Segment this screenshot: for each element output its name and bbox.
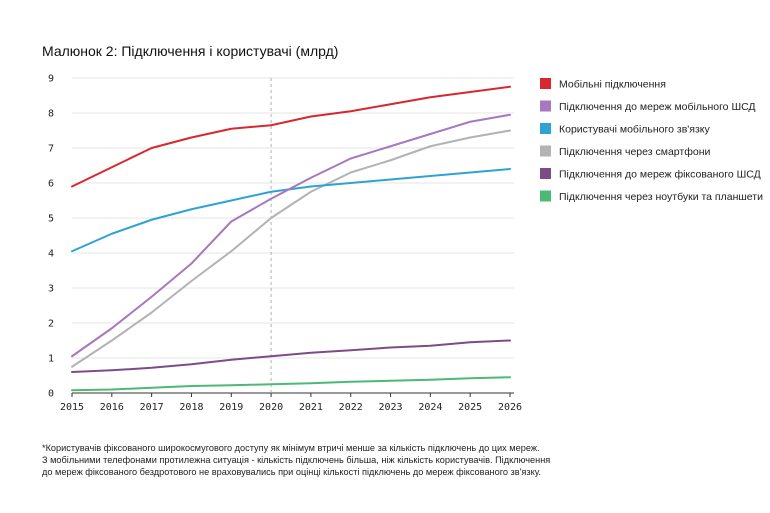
legend-label-2: Підключення до мереж мобільного ШСД [559,101,756,113]
x-tick-label-2016: 2016 [100,402,124,413]
y-tick-label-1: 1 [48,354,54,365]
legend-label-3: Користувачі мобільного зв'язку [559,124,710,136]
x-tick-label-2017: 2017 [140,402,164,413]
x-tick-label-2019: 2019 [219,402,243,413]
y-tick-label-3: 3 [48,284,54,295]
footnote-line-2: З мобільними телефонами протилежна ситуа… [42,455,551,465]
y-tick-label-6: 6 [48,179,54,190]
x-tick-label-2025: 2025 [458,402,482,413]
footnote: *Користувачів фіксованого широкосмуговог… [42,442,742,478]
legend-label-4: Підключення через смартфони [559,146,710,158]
legend-swatch-1 [540,78,551,89]
x-tick-label-2018: 2018 [179,402,203,413]
series-line-4 [71,129,511,368]
y-tick-label-7: 7 [48,144,54,155]
footnote-line-1: *Користувачів фіксованого широкосмуговог… [42,443,540,453]
x-tick-label-2020: 2020 [259,402,283,413]
footnote-line-3: до мереж фіксованого бездротового не вра… [42,467,541,477]
chart-title: Малюнок 2: Підключення і користувачі (мл… [42,43,339,59]
x-tick-label-2024: 2024 [418,402,442,413]
legend-swatch-5 [540,168,551,179]
legend-swatch-4 [540,145,551,157]
x-tick-label-2015: 2015 [60,402,84,413]
y-tick-label-0: 0 [48,389,54,400]
series-line-6 [71,376,511,392]
series-line-2 [71,113,511,358]
y-tick-label-9: 9 [48,74,54,85]
y-tick-label-5: 5 [48,214,54,225]
series-line-5 [71,339,511,373]
legend-swatch-2 [540,100,551,112]
y-tick-label-8: 8 [48,109,54,120]
series-line-3 [71,168,511,253]
x-tick-label-2022: 2022 [339,402,363,413]
legend-label-5: Підключення до мереж фіксованого ШСД [559,169,761,181]
legend-swatch-3 [540,123,551,134]
legend-swatch-6 [540,190,551,202]
x-tick-label-2023: 2023 [378,402,402,413]
y-tick-label-4: 4 [48,249,54,260]
y-tick-label-2: 2 [48,319,54,330]
legend-label-6: Підключення через ноутбуки та планшети [559,191,763,203]
series-line-1 [71,85,511,188]
x-tick-label-2021: 2021 [299,402,323,413]
x-tick-label-2026: 2026 [498,402,522,413]
legend-label-1: Мобільні підключення [559,79,666,91]
